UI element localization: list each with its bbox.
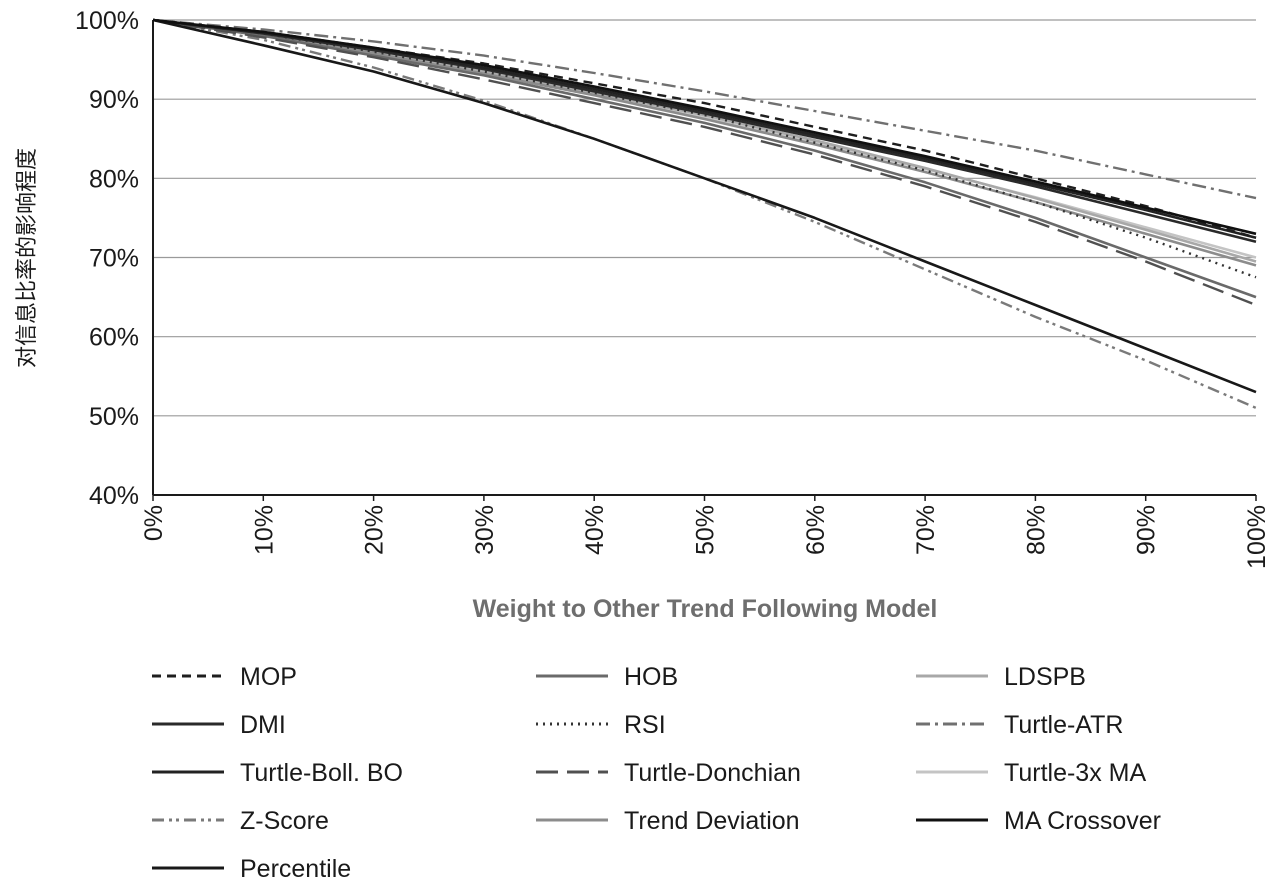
legend-label: HOB [624,663,678,691]
series-line-turtle-donchian [152,18,1257,307]
legend-label: Turtle-Boll. BO [240,759,403,787]
legend-item: DMI [152,711,286,739]
legend-item: RSI [536,711,666,739]
y-tick-label: 90% [89,86,139,114]
x-tick-label: 70% [912,505,940,555]
legend-item: Z-Score [152,807,329,835]
x-tick-label: 30% [471,505,499,555]
y-tick-labels: 100% 90% 80% 70% 60% 50% 40% [75,7,139,510]
x-tick-label: 80% [1022,505,1050,555]
y-axis-label: 对信息比率的影响程度 [15,148,40,368]
legend: MOP HOB LDSPB DMI RSI Turtle-ATR Turtle-Boll. … [152,663,1161,882]
legend-item: HOB [536,663,678,691]
legend-item: Trend Deviation [536,807,800,835]
legend-label: LDSPB [1004,663,1086,691]
series-line-percentile [152,18,1257,394]
legend-label: Trend Deviation [624,807,800,835]
x-tick-label: 90% [1133,505,1161,555]
x-tick-label: 100% [1243,505,1271,569]
legend-label: RSI [624,711,666,739]
series-line-trend-deviation [152,18,1257,267]
x-axis-label: Weight to Other Trend Following Model [473,595,938,623]
series-line-dmi [152,18,1257,243]
x-tick-labels: 0% 10% 20% 30% 40% 50% 60% 70% 80% 90% 100% [140,495,1271,569]
y-tick-label: 70% [89,245,139,273]
legend-label: MOP [240,663,297,691]
legend-item: Turtle-3x MA [916,759,1146,787]
x-tick-label: 40% [581,505,609,555]
series-line-turtle-atr [152,18,1257,200]
legend-item: MA Crossover [916,807,1161,835]
series-lines [152,18,1257,410]
legend-label: Turtle-Donchian [624,759,801,787]
legend-item: Turtle-ATR [916,711,1123,739]
series-line-ma-crossover [152,18,1257,236]
x-tick-label: 0% [140,505,168,541]
y-tick-label: 50% [89,403,139,431]
legend-label: MA Crossover [1004,807,1161,835]
legend-label: Percentile [240,855,351,877]
legend-item: Turtle-Donchian [536,759,801,787]
y-tick-label: 60% [89,324,139,352]
legend-label: Turtle-ATR [1004,711,1123,739]
y-tick-label: 80% [89,165,139,193]
x-tick-label: 50% [692,505,720,555]
legend-item: MOP [152,663,297,691]
legend-item: LDSPB [916,663,1086,691]
x-tick-label: 20% [361,505,389,555]
legend-label: DMI [240,711,286,739]
legend-label: Z-Score [240,807,329,835]
x-tick-label: 10% [250,505,278,555]
legend-item: Turtle-Boll. BO [152,759,403,787]
y-tick-label: 40% [89,482,139,510]
legend-item: Percentile [152,855,351,882]
y-tick-label: 100% [75,7,139,35]
x-tick-label: 60% [802,505,830,555]
series-line-ldspb [152,18,1257,263]
series-line-turtle-3x-ma [152,18,1257,259]
legend-label: Turtle-3x MA [1004,759,1146,787]
series-line-hob [152,18,1257,299]
